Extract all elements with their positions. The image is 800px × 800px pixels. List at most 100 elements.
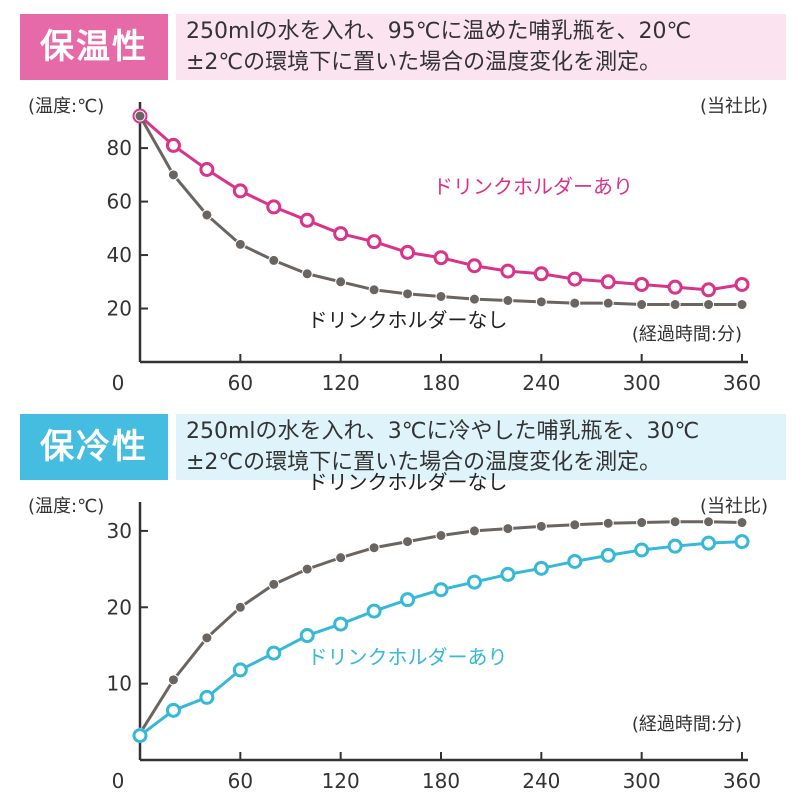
data-point: [466, 258, 482, 274]
cold-description: 250mlの水を入れ、3℃に冷やした哺乳瓶を、30℃ ±2℃の環境下に置いた場合…: [176, 414, 786, 480]
data-point: [502, 295, 514, 307]
y-tick-label: 40: [107, 243, 132, 267]
x-axis-label: (経過時間:分): [632, 324, 742, 345]
x-tick-label: 300: [623, 371, 661, 395]
data-point: [667, 279, 683, 295]
data-point: [333, 226, 349, 242]
data-point: [335, 276, 347, 288]
data-point: [468, 293, 480, 305]
x-tick-label: 60: [228, 371, 253, 395]
x-tick-label: 0: [112, 371, 125, 395]
data-point: [701, 535, 717, 551]
x-tick-label: 0: [112, 769, 125, 793]
data-point: [368, 542, 380, 554]
series-label: ドリンクホルダーあり: [433, 175, 633, 199]
x-axis-label: (経過時間:分): [632, 714, 742, 735]
data-point: [299, 212, 315, 228]
warmth-retention-panel: 保温性 250mlの水を入れ、95℃に温めた哺乳瓶を、20℃ ±2℃の環境下に置…: [20, 14, 786, 395]
y-tick-label: 60: [107, 190, 132, 214]
data-point: [502, 523, 514, 535]
series-line: [139, 540, 743, 737]
warmth-chart: 0 60 120 180 240 300 360 20 40 60 80(温度:℃) (当社比) (経過…: [28, 96, 768, 395]
data-point: [167, 674, 179, 686]
data-point: [634, 276, 650, 292]
series-line: [138, 520, 743, 735]
data-point: [232, 183, 248, 199]
data-point: [167, 169, 179, 181]
x-tick-label: 300: [623, 769, 661, 793]
data-point: [201, 209, 213, 221]
data-point: [600, 547, 616, 563]
cold-description-line-1: 250mlの水を入れ、3℃に冷やした哺乳瓶を、30℃: [186, 419, 700, 444]
data-point: [736, 517, 748, 529]
data-point: [667, 538, 683, 554]
data-point: [500, 566, 516, 582]
data-point: [165, 137, 181, 153]
x-tick-label: 120: [322, 769, 360, 793]
data-point: [301, 268, 313, 280]
data-point: [435, 290, 447, 302]
data-point: [500, 263, 516, 279]
series-label: ドリンクホルダーあり: [308, 645, 508, 669]
data-point: [433, 582, 449, 598]
x-tick-label: 120: [322, 371, 360, 395]
data-point: [435, 529, 447, 541]
data-point: [234, 601, 246, 613]
data-point: [569, 297, 581, 309]
data-point: [368, 284, 380, 296]
data-point: [669, 516, 681, 528]
data-point: [703, 299, 715, 311]
data-point: [736, 299, 748, 311]
x-tick-label: 180: [422, 769, 460, 793]
y-axis-label: (温度:℃): [28, 96, 104, 117]
x-tick-label: 240: [522, 769, 560, 793]
y-axis-label: (温度:℃): [28, 496, 104, 517]
y-tick-label: 20: [107, 595, 132, 619]
cold-description-line-2: ±2℃の環境下に置いた場合の温度変化を測定。: [186, 450, 662, 475]
data-point: [134, 110, 146, 122]
data-point: [569, 519, 581, 531]
data-point: [567, 553, 583, 569]
data-point: [266, 199, 282, 215]
x-tick-label: 360: [723, 769, 761, 793]
y-tick-label: 30: [107, 519, 132, 543]
data-point: [400, 244, 416, 260]
data-point: [366, 234, 382, 250]
data-point: [268, 578, 280, 590]
data-point: [734, 276, 750, 292]
data-point: [165, 702, 181, 718]
data-point: [701, 282, 717, 298]
data-point: [602, 517, 614, 529]
data-point: [535, 296, 547, 308]
data-point: [266, 645, 282, 661]
data-point: [402, 288, 414, 300]
data-point: [468, 525, 480, 537]
data-point: [433, 250, 449, 266]
y-tick-label: 20: [107, 297, 132, 321]
x-tick-label: 240: [522, 371, 560, 395]
data-point: [402, 536, 414, 548]
data-point: [567, 271, 583, 287]
data-point: [602, 297, 614, 309]
x-tick-label: 180: [422, 371, 460, 395]
warmth-description: 250mlの水を入れ、95℃に温めた哺乳瓶を、20℃ ±2℃の環境下に置いた場合…: [176, 14, 786, 80]
data-point: [299, 628, 315, 644]
y-tick-label: 10: [107, 672, 132, 696]
series-label: ドリンクホルダーなし: [308, 470, 508, 494]
warmth-badge: 保温性: [20, 14, 168, 80]
data-point: [199, 689, 215, 705]
series-line: [138, 115, 742, 307]
cold-chart: 0 60 120 180 240 300 360 10 20 30(温度:℃) (当社比) (経過時間…: [28, 470, 768, 793]
data-point: [636, 299, 648, 311]
data-point: [400, 592, 416, 608]
warmth-description-line-2: ±2℃の環境下に置いた場合の温度変化を測定。: [186, 50, 662, 75]
data-point: [366, 603, 382, 619]
data-point: [333, 616, 349, 632]
cold-retention-panel: 保冷性 250mlの水を入れ、3℃に冷やした哺乳瓶を、30℃ ±2℃の環境下に置…: [0, 400, 800, 800]
cold-badge: 保冷性: [20, 414, 168, 480]
data-point: [703, 516, 715, 528]
source-note: (当社比): [700, 96, 768, 117]
data-point: [301, 563, 313, 575]
source-note: (当社比): [700, 496, 768, 517]
data-point: [634, 542, 650, 558]
